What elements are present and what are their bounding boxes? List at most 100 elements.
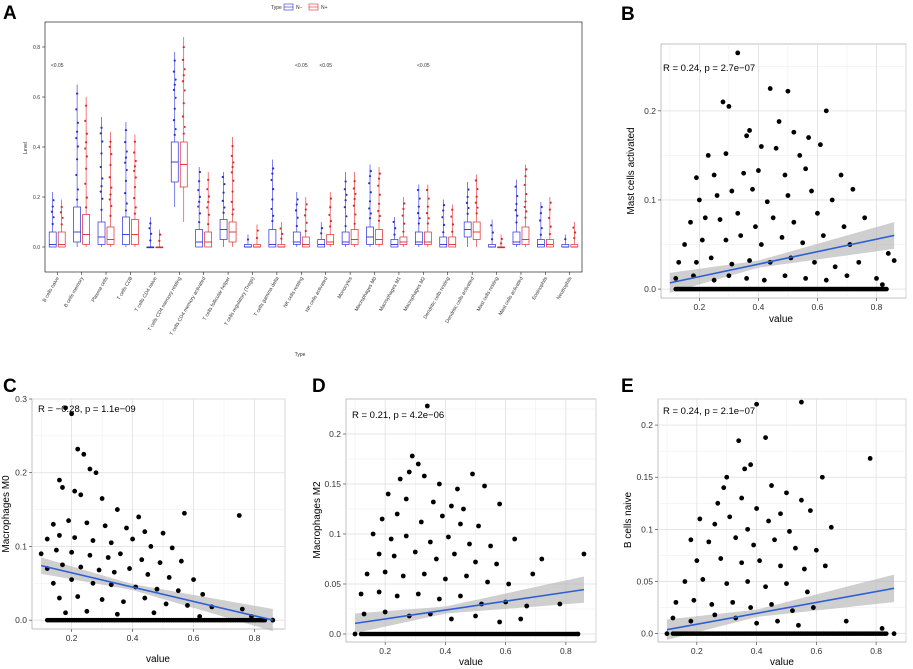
data-point: [361, 611, 367, 617]
outlier-point: [474, 179, 477, 182]
box-n-minus: [268, 159, 277, 248]
panel-e: E 0.2 0.4 0.6 0.8 0.0 0.05 0.1 0.15 0.2 R = 0.24…: [621, 376, 907, 668]
outlier-point: [272, 214, 275, 217]
x-axis-label-e: value: [770, 657, 794, 668]
data-point: [78, 492, 84, 498]
y-tick-label: 0.1: [641, 524, 653, 534]
outlier-point: [451, 223, 455, 226]
confidence-band: [41, 557, 273, 632]
data-point: [766, 518, 771, 524]
y-axis-label-b: Mast cells activated: [626, 127, 637, 214]
outlier-point: [475, 212, 478, 215]
data-point: [497, 619, 503, 625]
legend-title: Type: [271, 5, 282, 11]
outlier-point: [52, 216, 55, 219]
outlier-point: [416, 188, 420, 192]
outlier-point: [548, 208, 551, 211]
data-point: [714, 193, 720, 198]
box-body: [301, 236, 310, 248]
data-point: [664, 631, 670, 637]
data-point: [772, 537, 777, 543]
outlier-point: [231, 145, 234, 148]
data-point: [782, 172, 788, 178]
data-point: [512, 536, 518, 542]
outlier-point: [353, 197, 356, 201]
box-n-minus: [146, 217, 155, 249]
data-point: [800, 240, 806, 246]
data-point: [699, 237, 705, 243]
data-point: [733, 535, 739, 541]
outlier-point: [547, 216, 551, 220]
data-point: [720, 99, 726, 105]
box-body: [341, 231, 350, 245]
x-tick-label: T cells CD8: [116, 276, 134, 301]
box-n-plus: [82, 97, 90, 247]
data-point: [724, 474, 730, 480]
data-point: [747, 258, 752, 263]
outlier-point: [369, 212, 372, 215]
data-point: [708, 255, 714, 261]
box-n-minus: [488, 219, 496, 248]
data-point: [744, 133, 750, 139]
box-axes: 0.0 0.2 0.4 0.6 0.8 B cells naive B cells memo…: [33, 21, 583, 337]
outlier-point: [134, 176, 137, 179]
y-tick-label: 0.2: [33, 195, 40, 201]
data-point: [163, 601, 169, 607]
data-point: [785, 88, 791, 94]
outlier-point: [490, 238, 494, 241]
data-point: [160, 530, 166, 536]
outlier-point: [183, 125, 186, 129]
outlier-point: [417, 222, 420, 225]
outlier-point: [133, 212, 137, 215]
legend-label-neg: N−: [296, 5, 303, 11]
outlier-point: [61, 216, 64, 219]
x-axis-label: Type: [295, 352, 306, 358]
outlier-point: [198, 212, 202, 215]
outlier-point: [418, 217, 421, 220]
outlier-point: [222, 211, 225, 214]
y-tick-label: 0.0: [644, 284, 656, 294]
outlier-point: [476, 206, 479, 209]
box-n-minus: [512, 179, 521, 247]
box-body: [97, 221, 106, 245]
data-point: [239, 606, 245, 612]
x-tick-label: T cells gamma delta: [253, 276, 281, 318]
data-point: [93, 470, 99, 476]
data-point: [807, 508, 813, 513]
x-tick-label: Eosinophils: [531, 276, 549, 302]
outlier-point: [124, 128, 128, 132]
outlier-point: [352, 204, 355, 207]
outlier-point: [451, 230, 454, 233]
y-tick-label: 0.1: [644, 195, 656, 205]
data-point: [436, 596, 442, 602]
outlier-point: [76, 158, 79, 161]
outlier-point: [198, 221, 201, 224]
data-point: [810, 605, 816, 610]
box-n-minus: [195, 167, 204, 248]
box-body: [326, 234, 335, 245]
outlier-point: [392, 220, 395, 223]
outlier-point: [159, 233, 162, 236]
outlier-point: [515, 221, 518, 224]
y-tick-label: 0.2: [329, 429, 341, 439]
outlier-point: [329, 225, 332, 228]
outlier-point: [207, 195, 211, 198]
data-point: [739, 495, 745, 501]
data-point: [856, 259, 862, 265]
outlier-point: [442, 209, 445, 212]
outlier-point: [549, 225, 552, 228]
data-point: [421, 473, 427, 479]
data-point: [430, 499, 436, 505]
data-point: [817, 142, 823, 148]
outlier-point: [303, 214, 307, 217]
outlier-point: [60, 223, 63, 226]
data-point: [476, 523, 481, 529]
outlier-point: [524, 216, 527, 219]
outlier-point: [368, 175, 372, 178]
x-tick-label: B cells naive: [42, 276, 61, 303]
x-tick-label: 0.8: [249, 633, 261, 643]
data-point: [775, 618, 780, 624]
x-tick-label: 0.6: [188, 633, 200, 643]
box-body: [122, 216, 130, 245]
data-point: [751, 542, 757, 548]
